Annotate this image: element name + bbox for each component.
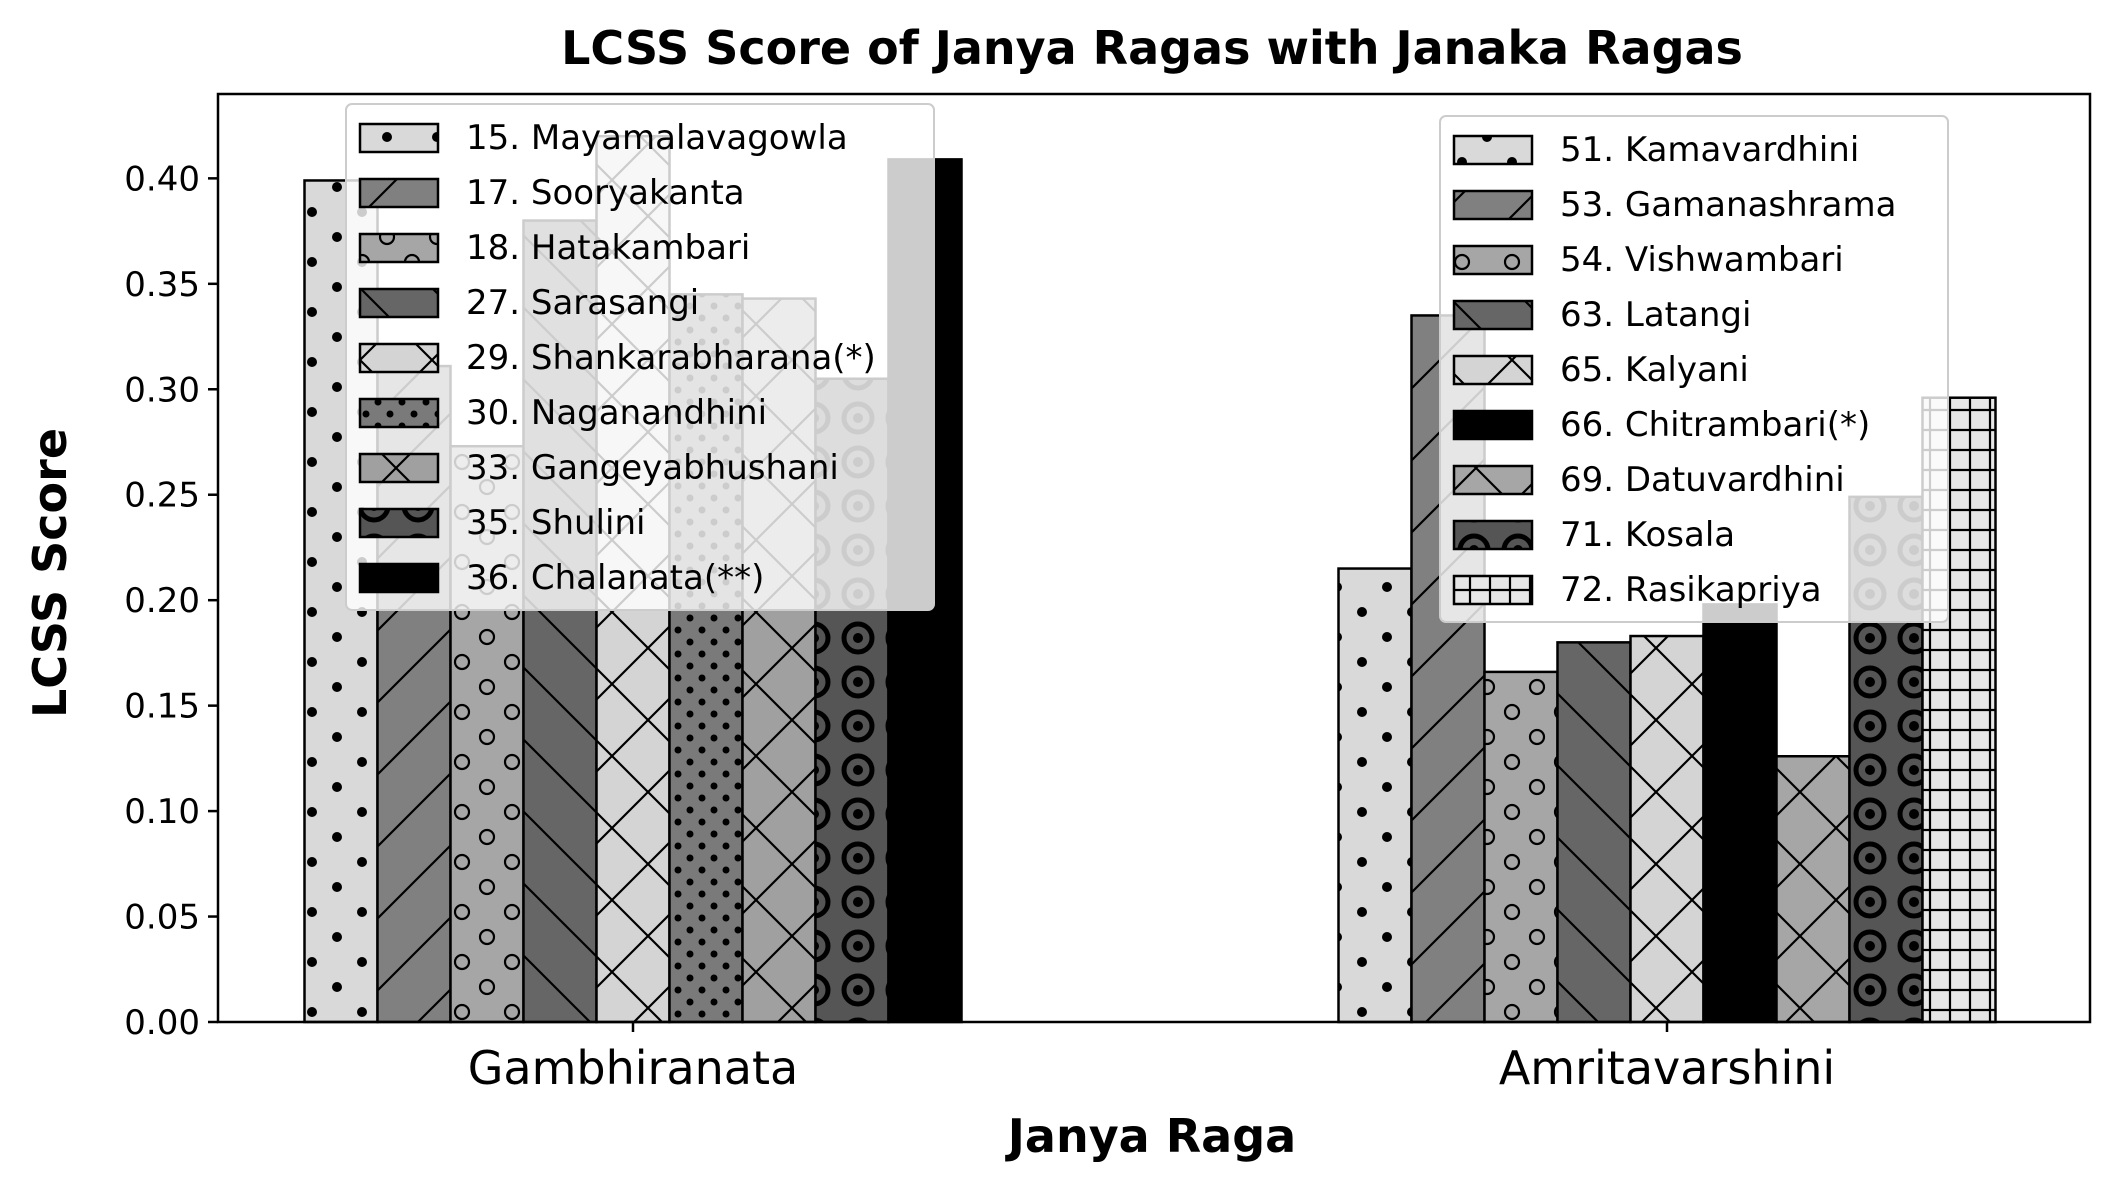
legend-entry: 63. Latangi — [1560, 295, 1751, 335]
legend-entry: 30. Naganandhini — [466, 393, 767, 433]
legend-swatch — [1452, 464, 1534, 496]
y-tick-label: 0.10 — [124, 792, 200, 832]
y-tick-label: 0.15 — [124, 687, 200, 727]
legend-swatch — [1452, 519, 1534, 551]
legend-entry: 53. Gamanashrama — [1560, 185, 1896, 225]
y-tick-label: 0.00 — [124, 1003, 200, 1043]
legend-entry: 17. Sooryakanta — [466, 173, 745, 213]
y-tick-label: 0.20 — [124, 581, 200, 621]
y-tick-label: 0.05 — [124, 898, 200, 938]
bar-amritavarshini-4 — [1556, 641, 1632, 1024]
legend-entry: 18. Hatakambari — [466, 228, 750, 268]
legend-amritavarshini: 51. Kamavardhini 53. Gamanashrama 54. Vish… — [1439, 115, 1949, 623]
legend-swatch — [358, 122, 440, 154]
y-tick-label: 0.35 — [124, 265, 200, 305]
bar-amritavarshini-3 — [1483, 670, 1559, 1024]
legend-frame — [345, 103, 935, 611]
bar-amritavarshini-1 — [1337, 567, 1413, 1024]
bar-amritavarshini-6 — [1702, 603, 1778, 1024]
legend-swatch — [358, 397, 440, 429]
legend-swatch — [358, 232, 440, 264]
y-axis-label: LCSS Score — [23, 428, 77, 718]
legend-swatch — [1452, 189, 1534, 221]
legend-swatch — [1452, 574, 1534, 606]
chart-title: LCSS Score of Janya Ragas with Janaka Ra… — [561, 21, 1743, 75]
y-tick-label: 0.30 — [124, 370, 200, 410]
legend-swatch — [358, 452, 440, 484]
x-tick-label: Amritavarshini — [1499, 1041, 1835, 1095]
x-axis-label: Janya Raga — [1005, 1109, 1296, 1163]
legend-swatch — [1452, 134, 1534, 166]
legend-entry: 54. Vishwambari — [1560, 240, 1844, 280]
axes: 0.00 0.05 0.10 0.15 0.20 0.25 0.30 0.35 0.40 Gamb… — [124, 92, 2092, 1095]
legend-entry: 72. Rasikapriya — [1560, 570, 1822, 610]
y-tick-label: 0.40 — [124, 159, 200, 199]
y-tick-label: 0.25 — [124, 476, 200, 516]
legend-swatch — [1452, 299, 1534, 331]
legend-frame — [1439, 115, 1949, 623]
legend-swatch — [1452, 244, 1534, 276]
legend-entry: 71. Kosala — [1560, 515, 1735, 555]
legend-entry: 35. Shulini — [466, 503, 645, 543]
legends: 15. Mayamalavagowla 17. Sooryakanta 18. Ha… — [345, 103, 1949, 623]
legend-gambhiranata: 15. Mayamalavagowla 17. Sooryakanta 18. Ha… — [345, 103, 935, 611]
legend-swatch — [1452, 354, 1534, 386]
legend-swatch — [358, 507, 440, 539]
legend-entry: 51. Kamavardhini — [1560, 130, 1859, 170]
legend-entry: 33. Gangeyabhushani — [466, 448, 839, 488]
bar-amritavarshini-7 — [1775, 755, 1851, 1024]
legend-swatch — [1452, 409, 1534, 441]
legend-entry: 36. Chalanata(**) — [466, 558, 764, 598]
legend-entry: 66. Chitrambari(*) — [1560, 405, 1870, 445]
legend-entry: 69. Datuvardhini — [1560, 460, 1845, 500]
legend-swatch — [358, 342, 440, 374]
plot-frame — [216, 92, 2092, 1024]
bar-amritavarshini-5 — [1629, 634, 1705, 1024]
legend-entry: 29. Shankarabharana(*) — [466, 338, 876, 378]
legend-entry: 27. Sarasangi — [466, 283, 699, 323]
legend-entry: 65. Kalyani — [1560, 350, 1749, 390]
legend-swatch — [358, 177, 440, 209]
x-tick-label: Gambhiranata — [468, 1041, 798, 1095]
legend-entry: 15. Mayamalavagowla — [466, 118, 848, 158]
legend-swatch — [358, 562, 440, 594]
legend-swatch — [358, 287, 440, 319]
